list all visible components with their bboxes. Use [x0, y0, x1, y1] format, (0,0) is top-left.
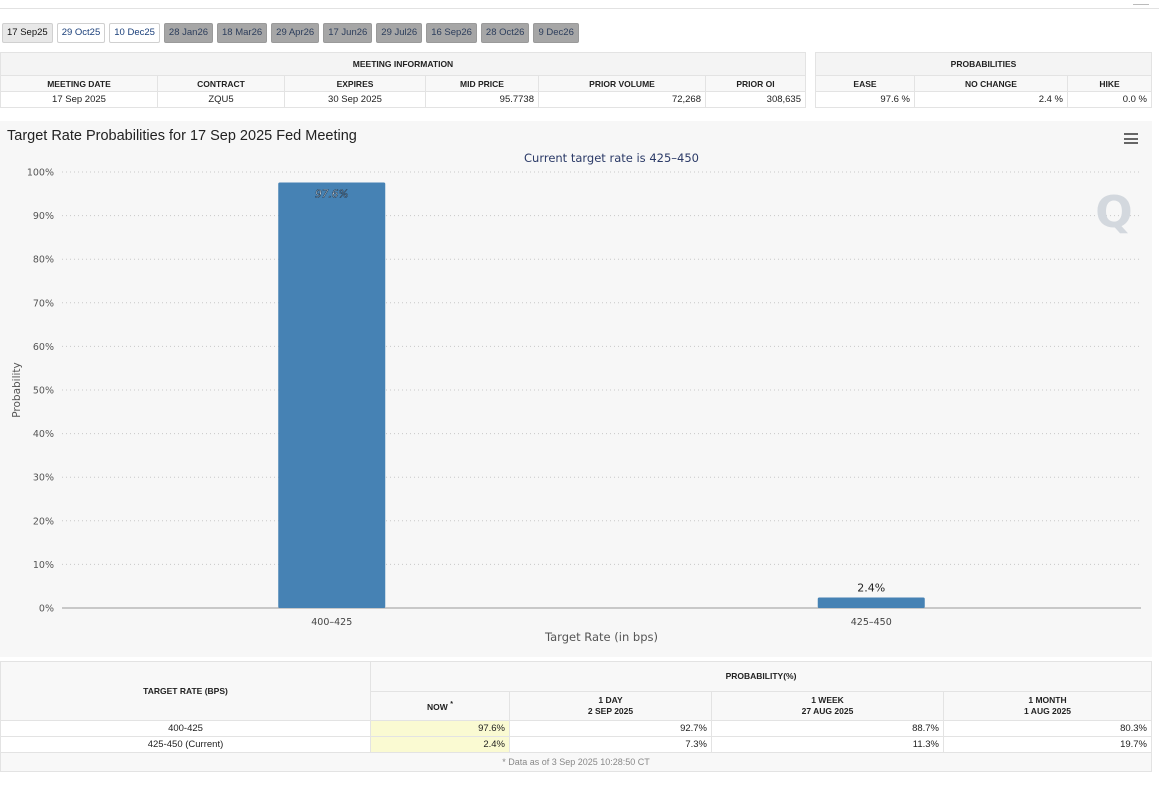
- meeting-tabs: 17 Sep25 29 Oct25 10 Dec25 28 Jan26 18 M…: [2, 23, 579, 43]
- bar-data-label: 2.4%: [857, 582, 885, 595]
- bar-400–425: [278, 182, 386, 609]
- data-timestamp-footnote: * Data as of 3 Sep 2025 10:28:50 CT: [0, 752, 1152, 772]
- month-cell: 80.3%: [943, 720, 1152, 737]
- meeting-date-value: 17 Sep 2025: [0, 91, 158, 108]
- no-change-value: 2.4 %: [914, 91, 1068, 108]
- now-label: NOW: [427, 701, 448, 712]
- col-no-change: NO CHANGE: [914, 75, 1068, 92]
- tab-17-jun26[interactable]: 17 Jun26: [323, 23, 373, 43]
- col-meeting-date: MEETING DATE: [0, 75, 158, 92]
- period-date: 2 SEP 2025: [587, 706, 634, 716]
- col-1-day: 1 DAY 2 SEP 2025: [509, 691, 712, 721]
- y-tick-label: 30%: [33, 473, 54, 484]
- col-mid-price: MID PRICE: [425, 75, 539, 92]
- col-hike: HIKE: [1067, 75, 1152, 92]
- y-axis-title: Probability: [11, 362, 23, 418]
- period-date: 1 AUG 2025: [1024, 706, 1071, 716]
- y-tick-label: 80%: [33, 255, 54, 266]
- expires-value: 30 Sep 2025: [284, 91, 426, 108]
- now-footnote-mark: *: [450, 700, 453, 709]
- ease-value: 97.6 %: [815, 91, 915, 108]
- month-cell: 19.7%: [943, 736, 1152, 753]
- x-tick-label: 400–425: [311, 617, 352, 628]
- contract-value: ZQU5: [157, 91, 285, 108]
- corner-mark: [1133, 0, 1149, 5]
- tab-17-sep25[interactable]: 17 Sep25: [2, 23, 53, 43]
- meeting-info-table: MEETING INFORMATION MEETING DATE CONTRAC…: [0, 52, 806, 108]
- y-tick-label: 40%: [33, 429, 54, 440]
- period-label: 1 MONTH: [1028, 695, 1067, 705]
- tab-9-dec26[interactable]: 9 Dec26: [533, 23, 579, 43]
- bar-data-label: 97.6%: [315, 188, 348, 200]
- tab-28-oct26[interactable]: 28 Oct26: [480, 23, 530, 43]
- week-cell: 11.3%: [711, 736, 944, 753]
- y-tick-label: 10%: [33, 560, 54, 571]
- week-cell: 88.7%: [711, 720, 944, 737]
- col-ease: EASE: [815, 75, 915, 92]
- col-prior-oi: PRIOR OI: [705, 75, 806, 92]
- hamburger-menu-icon[interactable]: [1124, 133, 1138, 144]
- probabilities-table: PROBABILITIES EASE NO CHANGE HIKE 97.6 %…: [815, 52, 1152, 108]
- prior-oi-value: 308,635: [705, 91, 806, 108]
- x-axis-title: Target Rate (in bps): [544, 630, 658, 644]
- col-target-rate: TARGET RATE (BPS): [0, 661, 371, 721]
- day-cell: 7.3%: [509, 736, 712, 753]
- y-tick-label: 50%: [33, 386, 54, 397]
- tab-28-jan26[interactable]: 28 Jan26: [163, 23, 214, 43]
- now-cell: 97.6%: [370, 720, 510, 737]
- col-contract: CONTRACT: [157, 75, 285, 92]
- period-date: 27 AUG 2025: [801, 706, 854, 716]
- col-1-month: 1 MONTH 1 AUG 2025: [943, 691, 1152, 721]
- y-tick-label: 100%: [27, 168, 54, 179]
- col-1-week: 1 WEEK 27 AUG 2025: [711, 691, 944, 721]
- period-label: 1 DAY: [598, 695, 623, 705]
- col-now: NOW *: [370, 691, 510, 721]
- tab-29-jul26[interactable]: 29 Jul26: [376, 23, 423, 43]
- y-tick-label: 70%: [33, 298, 54, 309]
- top-divider: [0, 8, 1159, 9]
- tab-29-oct25[interactable]: 29 Oct25: [56, 23, 106, 43]
- prior-volume-value: 72,268: [538, 91, 706, 108]
- y-tick-label: 20%: [33, 516, 54, 527]
- chart-svg: Current target rate is 425–450 0% 10% 20% 30…: [11, 151, 1141, 644]
- tab-16-sep26[interactable]: 16 Sep26: [426, 23, 477, 43]
- chart-subtitle: Current target rate is 425–450: [524, 151, 699, 165]
- bar-425–450: [817, 597, 925, 608]
- q-watermark-logo: Q: [1095, 187, 1132, 238]
- meeting-info-header: MEETING INFORMATION: [0, 52, 806, 76]
- tab-29-apr26[interactable]: 29 Apr26: [271, 23, 320, 43]
- rate-cell: 400-425: [0, 720, 371, 737]
- probabilities-header: PROBABILITIES: [815, 52, 1152, 76]
- rate-cell: 425-450 (Current): [0, 736, 371, 753]
- table-row: 425-450 (Current) 2.4% 7.3% 11.3% 19.7%: [0, 736, 1152, 753]
- y-tick-label: 60%: [33, 342, 54, 353]
- tab-18-mar26[interactable]: 18 Mar26: [217, 23, 268, 43]
- col-prior-volume: PRIOR VOLUME: [538, 75, 706, 92]
- col-expires: EXPIRES: [284, 75, 426, 92]
- tab-10-dec25[interactable]: 10 Dec25: [109, 23, 160, 43]
- table-row: 97.6 % 2.4 % 0.0 %: [815, 91, 1152, 108]
- now-cell: 2.4%: [370, 736, 510, 753]
- probability-group-header: PROBABILITY(%): [370, 661, 1152, 692]
- probability-chart: Target Rate Probabilities for 17 Sep 202…: [0, 121, 1152, 657]
- table-row: 400-425 97.6% 92.7% 88.7% 80.3%: [0, 720, 1152, 737]
- hike-value: 0.0 %: [1067, 91, 1152, 108]
- mid-price-value: 95.7738: [425, 91, 539, 108]
- history-table: TARGET RATE (BPS) PROBABILITY(%) NOW * 1…: [0, 661, 1152, 772]
- table-row: 17 Sep 2025 ZQU5 30 Sep 2025 95.7738 72,…: [0, 91, 806, 108]
- day-cell: 92.7%: [509, 720, 712, 737]
- period-label: 1 WEEK: [811, 695, 844, 705]
- y-tick-label: 0%: [39, 604, 54, 615]
- y-tick-label: 90%: [33, 211, 54, 222]
- x-tick-label: 425–450: [851, 617, 892, 628]
- chart-title: Target Rate Probabilities for 17 Sep 202…: [7, 128, 357, 144]
